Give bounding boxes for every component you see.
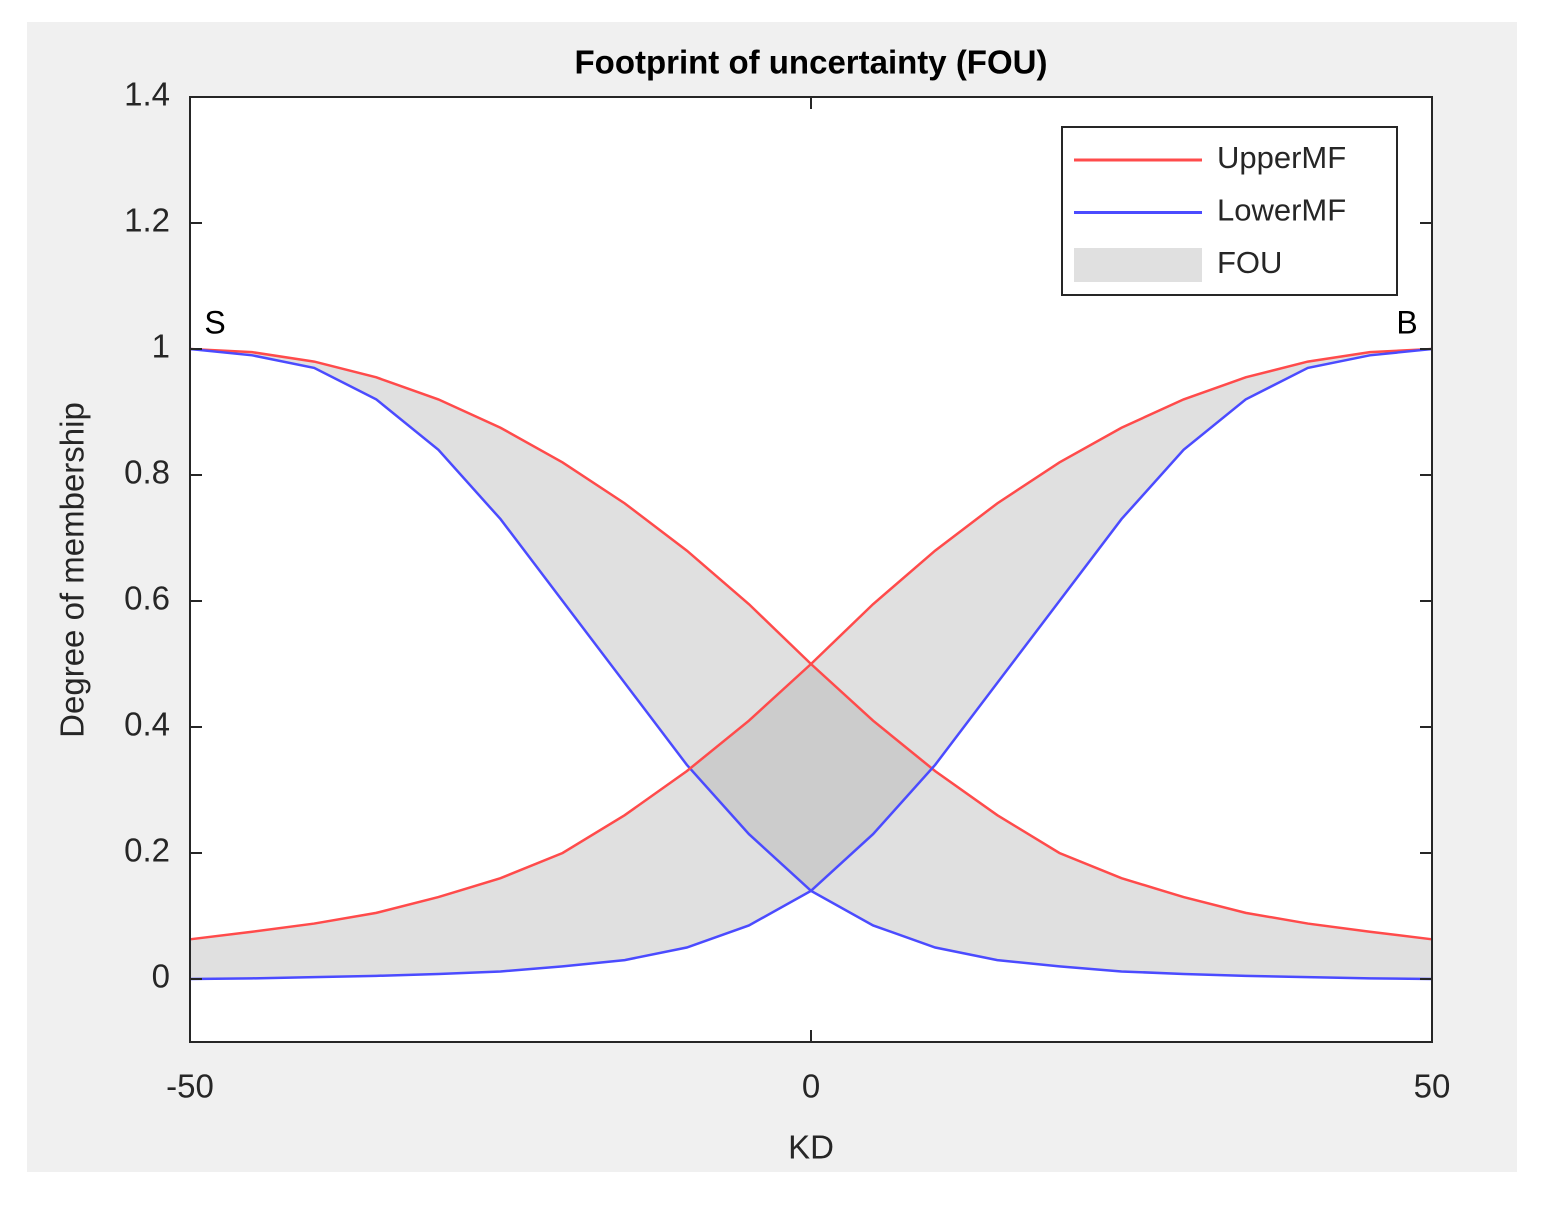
upper-mf-line	[189, 347, 1433, 941]
y-tick-label: 1.4	[124, 76, 170, 113]
lower-mf-line	[189, 347, 1433, 981]
y-tick-label: 0.6	[124, 580, 170, 617]
mf-label: B	[1396, 304, 1417, 340]
legend: UpperMF LowerMF FOU	[1061, 126, 1398, 296]
y-tick-label: 0	[152, 958, 170, 995]
legend-label: LowerMF	[1217, 193, 1346, 228]
legend-swatch	[1074, 248, 1202, 282]
legend-box	[1061, 126, 1398, 296]
x-axis-label: KD	[788, 1129, 834, 1166]
y-tick-label: 1	[152, 328, 170, 365]
legend-label: UpperMF	[1217, 140, 1346, 175]
y-tick-label: 1.2	[124, 202, 170, 239]
y-axis-label: Degree of membership	[54, 402, 91, 738]
y-tick-label: 0.8	[124, 454, 170, 491]
x-tick-label: 0	[802, 1068, 820, 1105]
chart-title: Footprint of uncertainty (FOU)	[575, 44, 1048, 81]
mf-label: S	[204, 304, 225, 340]
legend-label: FOU	[1217, 245, 1282, 280]
y-tick-label: 0.4	[124, 706, 170, 743]
x-tick-label: 50	[1414, 1068, 1451, 1105]
axes: 0 0.2 0.4 0.6 0.8 1 1.2 1.4 -50 0 50	[124, 76, 1450, 1105]
x-tick-label: -50	[166, 1068, 214, 1105]
y-tick-label: 0.2	[124, 832, 170, 869]
